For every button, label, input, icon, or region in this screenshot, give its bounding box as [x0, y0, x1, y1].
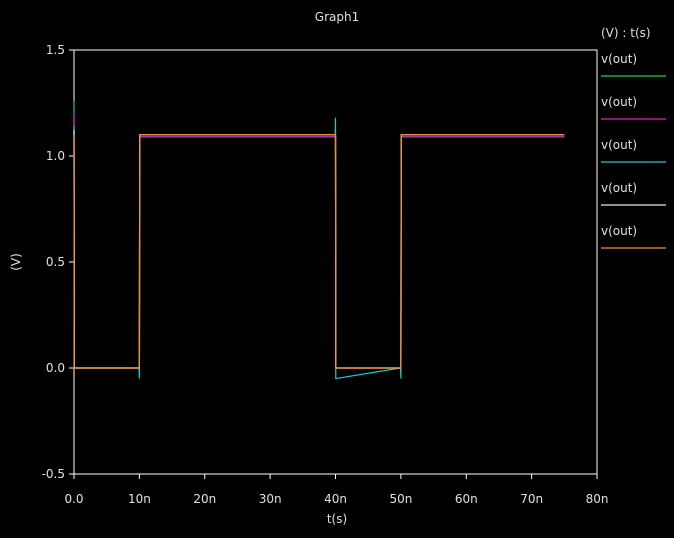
legend-header: (V) : t(s)	[601, 26, 651, 40]
legend: v(out) v(out) v(out) v(out) v(out)	[601, 52, 666, 249]
legend-label: v(out)	[601, 52, 637, 66]
y-axis-label: (V)	[9, 253, 23, 271]
legend-label: v(out)	[601, 138, 637, 152]
y-tick-label: 1.0	[46, 149, 65, 163]
x-tick-label: 60n	[455, 492, 478, 506]
series-line-5	[73, 134, 565, 369]
legend-label: v(out)	[601, 181, 637, 195]
y-axis-ticks: -0.5 0.0 0.5 1.0 1.5	[42, 43, 74, 481]
chart-title: Graph1	[315, 10, 359, 24]
x-axis-ticks: 0.0 10n 20n 30n 40n 50n 60n 70n 80n	[64, 474, 608, 506]
x-axis-label: t(s)	[327, 512, 347, 526]
legend-label: v(out)	[601, 224, 637, 238]
y-tick-label: 0.5	[46, 255, 65, 269]
x-tick-label: 70n	[520, 492, 543, 506]
y-tick-label: 0.0	[46, 361, 65, 375]
x-tick-label: 30n	[259, 492, 282, 506]
x-tick-label: 0.0	[64, 492, 83, 506]
y-tick-label: -0.5	[42, 467, 65, 481]
y-tick-label: 1.5	[46, 43, 65, 57]
x-tick-label: 20n	[193, 492, 216, 506]
x-tick-label: 10n	[128, 492, 151, 506]
series-lines	[73, 100, 565, 380]
legend-label: v(out)	[601, 95, 637, 109]
x-tick-label: 50n	[389, 492, 412, 506]
x-tick-label: 40n	[324, 492, 347, 506]
x-tick-label: 80n	[586, 492, 609, 506]
